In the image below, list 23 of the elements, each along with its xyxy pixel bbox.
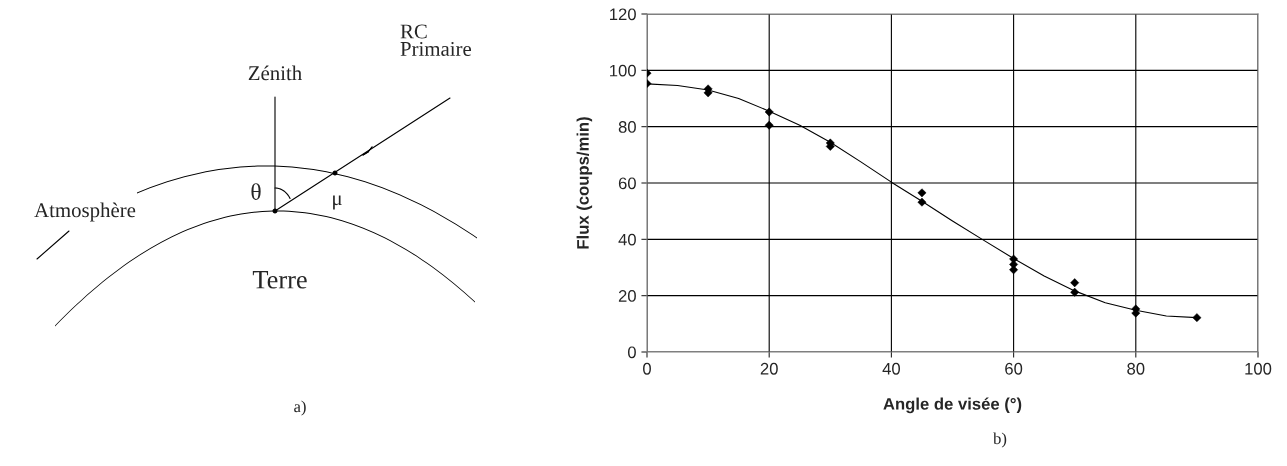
text: RC Primaire (400, 24, 472, 56)
y-tick-label: 0 (627, 346, 636, 359)
text: θ (251, 183, 261, 200)
y-axis-title: Flux (coups/min) (576, 117, 593, 249)
y-tick-label: 40 (618, 233, 636, 246)
text: a) (294, 400, 306, 416)
text: Zénith (248, 65, 302, 81)
text: μ (333, 195, 342, 210)
text: Terre (252, 271, 307, 289)
x-tick-label: 0 (643, 362, 651, 375)
y-tick-label: 100 (610, 64, 636, 77)
text: b) (993, 432, 1007, 448)
x-axis-title: Angle de visée (°) (883, 397, 1022, 414)
x-tick-label: 100 (1245, 362, 1272, 375)
x-tick-label: 20 (760, 362, 778, 375)
x-tick-label: 80 (1127, 362, 1145, 375)
x-tick-label: 40 (882, 362, 901, 375)
text: Atmosphère (34, 202, 136, 222)
y-tick-label: 20 (618, 290, 636, 302)
y-tick-label: 80 (618, 121, 636, 133)
y-tick-label: 60 (618, 177, 636, 190)
x-tick-label: 60 (1005, 362, 1023, 375)
y-tick-label: 120 (610, 8, 636, 21)
